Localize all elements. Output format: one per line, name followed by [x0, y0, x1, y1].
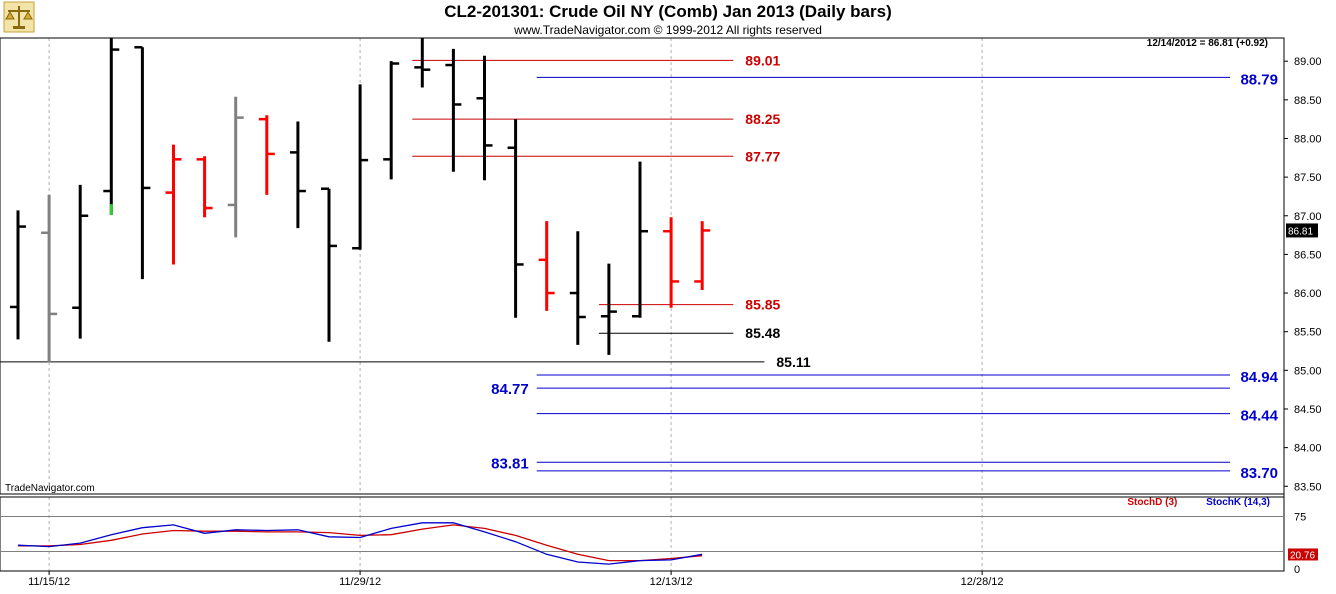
date-tick-label: 12/28/12 — [961, 576, 1004, 588]
price-levels: 89.01 88.79 88.25 87.77 85.85 85.48 85.11 84.94… — [0, 52, 1279, 482]
axis-tick-label: 88.50 — [1294, 95, 1322, 107]
price-axis: 89.00 88.50 88.00 87.50 87.00 86.50 86.00 85.50… — [1283, 38, 1322, 571]
axis-tick-label: 86.00 — [1294, 288, 1322, 300]
axis-tick-label: 87.00 — [1294, 211, 1322, 223]
level-label: 84.77 — [491, 381, 529, 398]
level-label: 89.01 — [745, 52, 780, 68]
axis-tick-label: 86.50 — [1294, 249, 1322, 261]
legend-label: StochD (3) — [1127, 497, 1177, 508]
watermark: TradeNavigator.com — [5, 483, 95, 494]
ohlc-bar — [383, 61, 400, 180]
ohlc-bar — [600, 263, 617, 355]
axis-tick-label: 88.00 — [1294, 133, 1322, 145]
ohlc-bar — [414, 38, 431, 88]
level-label: 85.48 — [745, 325, 780, 341]
ohlc-bar — [321, 187, 337, 342]
last-price-label: 86.81 — [1288, 226, 1313, 237]
level-label: 83.81 — [491, 455, 529, 472]
stoch-value-label: 20.76 — [1290, 550, 1315, 561]
ohlc-bar — [445, 48, 462, 172]
stoch-value-box — [1288, 548, 1318, 561]
last-price-info: 12/14/2012 = 86.81 (+0.92) — [1147, 38, 1268, 49]
axis-tick-label: 84.00 — [1294, 443, 1322, 455]
ohlc-bar — [103, 38, 120, 215]
stoch-axis-label: 75 — [1294, 512, 1306, 524]
legend-label: StochK (14,3) — [1206, 497, 1270, 508]
axis-tick-label: 83.50 — [1294, 481, 1322, 493]
level-label: 87.77 — [745, 148, 780, 164]
ohlc-bar — [569, 231, 586, 345]
ohlc-bar — [227, 96, 244, 238]
axis-tick-label: 85.50 — [1294, 327, 1322, 339]
axis-tick-label: 87.50 — [1294, 172, 1322, 184]
level-label: 85.11 — [776, 354, 810, 370]
stoch-line — [17, 522, 703, 565]
ohlc-bars — [10, 38, 711, 363]
ohlc-bar — [196, 156, 213, 218]
stoch-axis-label: 0 — [1294, 564, 1300, 576]
axis-tick-label: 84.50 — [1294, 404, 1322, 416]
axis-tick-label: 89.00 — [1294, 56, 1322, 68]
ohlc-bar — [134, 46, 151, 280]
copyright-text: www.TradeNavigator.com © 1999-2012 All r… — [513, 23, 822, 37]
scale-icon — [3, 1, 35, 33]
level-label: 85.85 — [745, 297, 780, 313]
ohlc-bar — [10, 210, 26, 340]
ohlc-bar — [632, 161, 648, 318]
date-tick-label: 11/15/12 — [28, 576, 70, 588]
ohlc-bar — [258, 115, 275, 195]
ohlc-bar — [663, 217, 680, 308]
date-tick-label: 12/13/12 — [650, 576, 693, 588]
chart-title: CL2-201301: Crude Oil NY (Comb) Jan 2013… — [444, 2, 892, 21]
price-panel-frame — [0, 37, 1285, 495]
level-label: 88.25 — [745, 111, 780, 127]
stochastic-panel: 75 0 StochK (14,3) StochD (3) 20.76 — [0, 497, 1318, 576]
ohlc-bar — [165, 144, 182, 265]
ohlc-bar — [352, 84, 369, 250]
date-tick-label: 11/29/12 — [339, 576, 381, 588]
level-label: 84.94 — [1240, 369, 1278, 386]
stoch-line — [18, 524, 703, 562]
ohlc-bar — [507, 119, 524, 318]
axis-tick-label: 85.00 — [1294, 365, 1322, 377]
ohlc-bar — [476, 55, 493, 181]
ohlc-bar — [289, 121, 306, 229]
ohlc-bar — [72, 184, 89, 339]
level-label: 88.79 — [1240, 71, 1278, 88]
ohlc-bar — [538, 221, 555, 311]
ohlc-bar — [694, 221, 711, 290]
level-label: 83.70 — [1240, 465, 1278, 482]
ohlc-bar — [41, 194, 58, 363]
last-price-box — [1286, 223, 1318, 238]
level-label: 84.44 — [1240, 408, 1278, 425]
date-axis: 11/15/12 11/29/12 12/13/12 12/28/12 — [28, 571, 1004, 588]
